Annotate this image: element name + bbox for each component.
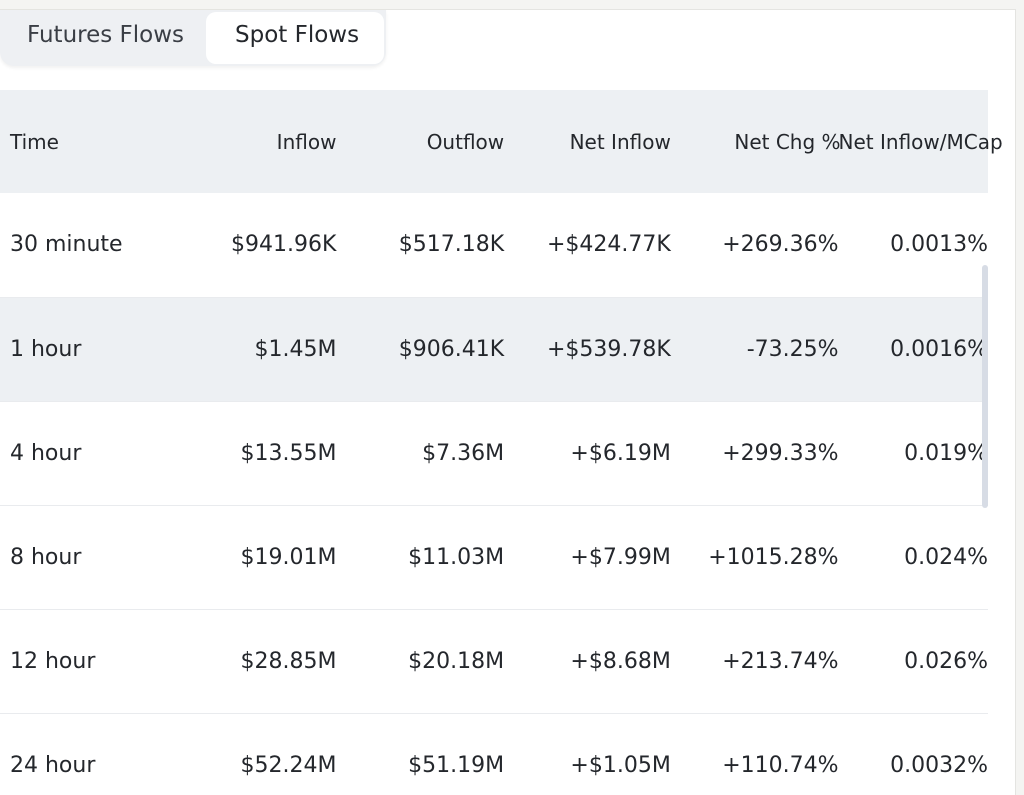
cell-net-inflow: +$8.68M [570, 648, 671, 674]
cell-inflow: $13.55M [240, 440, 337, 466]
top-border [0, 0, 1024, 10]
cell-outflow: $51.19M [408, 752, 505, 778]
cell-net-inflow-mcap: 0.0016% [890, 336, 988, 362]
cell-net-inflow: +$424.77K [546, 232, 671, 258]
cell-inflow: $1.45M [254, 336, 337, 362]
cell-outflow: $11.03M [408, 544, 505, 570]
table-row[interactable]: 30 minute $941.96K $517.18K +$424.77K +2… [0, 193, 988, 297]
cell-net-chg: +269.36% [722, 232, 839, 258]
cell-time: 8 hour [10, 544, 82, 570]
cell-time: 4 hour [10, 440, 82, 466]
header-net-inflow[interactable]: Net Inflow [569, 129, 671, 154]
header-net-chg[interactable]: Net Chg % [734, 129, 841, 154]
flow-tabs: Futures Flows Spot Flows [0, 10, 386, 66]
cell-inflow: $52.24M [240, 752, 337, 778]
cell-net-chg: -73.25% [746, 336, 839, 362]
table-row[interactable]: 12 hour $28.85M $20.18M +$8.68M +213.74%… [0, 609, 988, 713]
cell-inflow: $28.85M [240, 648, 337, 674]
cell-outflow: $20.18M [408, 648, 505, 674]
cell-net-chg: +213.74% [722, 648, 839, 674]
right-border [1015, 9, 1024, 795]
cell-net-chg: +110.74% [722, 752, 839, 778]
tab-futures-flows[interactable]: Futures Flows [27, 22, 185, 48]
cell-net-inflow: +$6.19M [570, 440, 671, 466]
cell-net-inflow: +$7.99M [570, 544, 671, 570]
cell-outflow: $517.18K [398, 232, 505, 258]
cell-net-inflow-mcap: 0.019% [904, 440, 988, 466]
table-row[interactable]: 8 hour $19.01M $11.03M +$7.99M +1015.28%… [0, 505, 988, 609]
vertical-scrollbar[interactable] [982, 265, 988, 508]
cell-net-inflow: +$1.05M [570, 752, 671, 778]
cell-net-inflow-mcap: 0.0013% [890, 232, 988, 258]
cell-time: 1 hour [10, 336, 82, 362]
table-header-row: Time Inflow Outflow Net Inflow Net Chg %… [0, 90, 1003, 193]
cell-inflow: $941.96K [231, 232, 337, 258]
table-row[interactable]: 24 hour $52.24M $51.19M +$1.05M +110.74%… [0, 713, 988, 795]
tab-spot-flows[interactable]: Spot Flows [206, 12, 384, 64]
table-row[interactable]: 1 hour $1.45M $906.41K +$539.78K -73.25%… [0, 297, 988, 401]
table-row[interactable]: 4 hour $13.55M $7.36M +$6.19M +299.33% 0… [0, 401, 988, 505]
header-net-inflow-mcap[interactable]: Net Inflow/MCap [838, 129, 1003, 154]
flows-table: Time Inflow Outflow Net Inflow Net Chg %… [0, 90, 1003, 795]
cell-time: 24 hour [10, 752, 96, 778]
header-net-inflow-mcap-cell[interactable]: Net Inflow/MCap [839, 90, 1003, 193]
cell-inflow: $19.01M [240, 544, 337, 570]
cell-net-inflow-mcap: 0.024% [904, 544, 988, 570]
cell-outflow: $906.41K [398, 336, 505, 362]
cell-net-inflow-mcap: 0.026% [904, 648, 988, 674]
header-outflow[interactable]: Outflow [426, 129, 505, 154]
cell-net-chg: +299.33% [722, 440, 839, 466]
cell-net-inflow: +$539.78K [546, 336, 671, 362]
cell-outflow: $7.36M [422, 440, 505, 466]
header-time[interactable]: Time [10, 129, 59, 154]
cell-time: 30 minute [10, 232, 123, 258]
cell-net-chg: +1015.28% [708, 544, 839, 570]
cell-net-inflow-mcap: 0.0032% [890, 752, 988, 778]
cell-time: 12 hour [10, 648, 96, 674]
header-inflow[interactable]: Inflow [276, 129, 337, 154]
header-net-chg-cell[interactable]: Net Chg % [671, 90, 841, 193]
